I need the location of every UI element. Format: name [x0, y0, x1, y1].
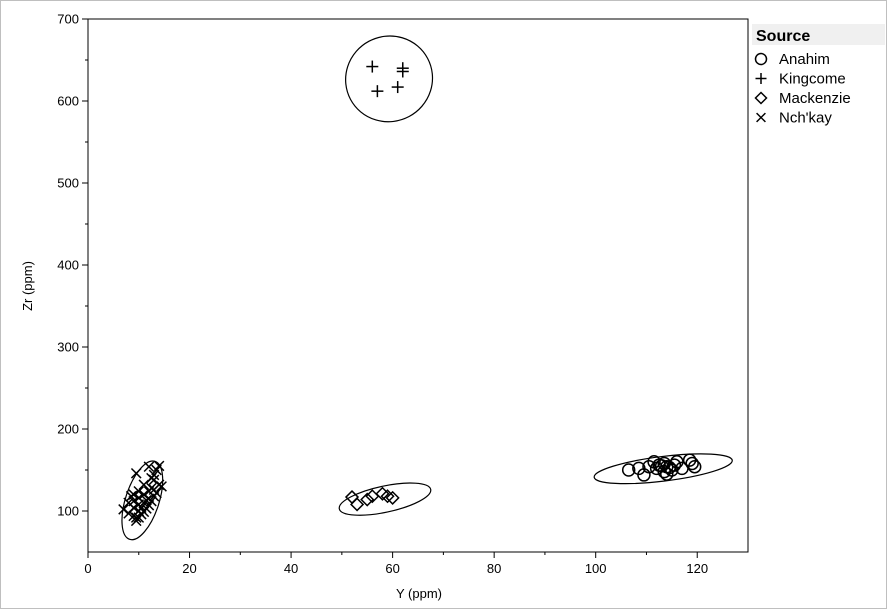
y-tick-label: 100	[57, 504, 79, 519]
axes-group: 0 20 40 60 80 100 120 100 200 300 400 500 600 700	[57, 12, 748, 577]
points-group	[119, 61, 701, 526]
point-nchkay	[131, 468, 141, 478]
x-tick-label: 20	[182, 561, 196, 576]
legend-marker-nchkay	[757, 113, 766, 122]
x-tick-label: 60	[385, 561, 399, 576]
x-tick-label: 80	[487, 561, 501, 576]
y-tick-label: 500	[57, 176, 79, 191]
x-tick-label: 0	[84, 561, 91, 576]
point-kingcome	[392, 81, 404, 93]
legend-label: Nch'kay	[779, 110, 832, 127]
point-anahim	[686, 457, 698, 469]
legend-title: Source	[756, 28, 810, 45]
x-tick-label: 100	[585, 561, 607, 576]
y-tick-label: 400	[57, 258, 79, 273]
legend: Source Anahim Kingcome Mackenzie Nch'kay	[752, 24, 885, 127]
legend-marker-kingcome	[756, 73, 767, 84]
point-kingcome	[397, 65, 409, 77]
y-axis-title: Zr (ppm)	[20, 261, 35, 311]
legend-label: Anahim	[779, 51, 830, 68]
ellipses-group	[114, 21, 734, 545]
point-mackenzie	[346, 491, 358, 503]
x-tick-label: 40	[284, 561, 298, 576]
legend-label: Mackenzie	[779, 90, 851, 107]
y-tick-label: 200	[57, 422, 79, 437]
y-tick-label: 700	[57, 12, 79, 27]
point-nchkay	[154, 461, 164, 471]
legend-label: Kingcome	[779, 71, 846, 88]
y-tick-label: 300	[57, 340, 79, 355]
legend-marker-anahim	[756, 54, 767, 65]
x-tick-label: 120	[686, 561, 708, 576]
point-kingcome	[371, 85, 383, 97]
legend-marker-mackenzie	[756, 93, 767, 104]
y-tick-label: 600	[57, 94, 79, 109]
point-kingcome	[366, 61, 378, 73]
x-axis-title: Y (ppm)	[396, 586, 442, 601]
confidence-ellipse	[330, 21, 447, 137]
point-nchkay	[152, 488, 162, 498]
